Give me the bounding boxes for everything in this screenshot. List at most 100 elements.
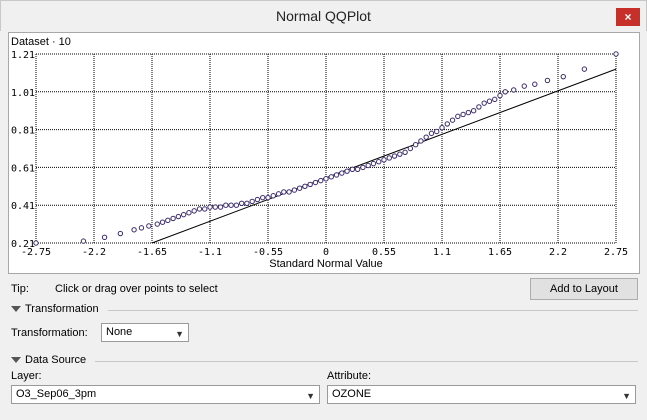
data-point [117, 230, 124, 237]
data-source-section-header[interactable]: Data Source [11, 354, 86, 368]
data-point [360, 164, 366, 171]
x-tick-label: 0.55 [372, 247, 396, 258]
window-title: Normal QQPlot [276, 8, 371, 24]
data-point [481, 100, 487, 106]
data-point [370, 160, 377, 167]
data-point [281, 189, 287, 195]
add-to-layout-button[interactable]: Add to Layout [530, 278, 638, 300]
data-point [449, 117, 456, 123]
data-source-section-label: Data Source [25, 354, 87, 366]
x-tick-label: 1.1 [433, 247, 451, 258]
data-point [497, 92, 503, 99]
data-point [207, 204, 213, 210]
data-point [455, 113, 461, 120]
x-axis-label: Standard Normal Value [269, 258, 383, 270]
transformation-section-label: Transformation [25, 303, 99, 315]
data-point [291, 187, 298, 193]
transformation-select[interactable]: None ▼ [101, 323, 189, 342]
data-point [428, 130, 435, 137]
data-point [444, 121, 450, 127]
data-point [323, 176, 329, 182]
data-point [154, 221, 160, 227]
data-point [521, 83, 527, 89]
y-tick-label: 0.81 [11, 126, 35, 137]
attribute-label: Attribute: [327, 370, 372, 382]
data-point [146, 223, 152, 229]
data-point [233, 202, 240, 208]
chart-title: Dataset · 10 [11, 36, 71, 48]
data-point [465, 109, 472, 116]
data-point [532, 81, 538, 87]
attribute-select[interactable]: OZONE ▼ [327, 385, 636, 404]
data-point [175, 213, 182, 220]
section-divider [95, 361, 638, 362]
x-tick-label: -1.1 [198, 247, 222, 258]
data-point [296, 185, 303, 191]
collapse-triangle-icon [11, 306, 21, 313]
data-point [544, 77, 551, 84]
qq-plot-panel[interactable]: Dataset · 10 -2.75 -2.2 -1.65 -1.1 -0.55 0 0.5… [8, 32, 640, 274]
data-point [228, 202, 234, 208]
title-bar: Normal QQPlot × [0, 0, 647, 31]
data-point [254, 196, 261, 203]
data-point [159, 219, 166, 225]
layer-value: O3_Sep06_3pm [16, 388, 97, 400]
x-tick-label: -2.2 [82, 247, 106, 258]
tip-text: Click or drag over points to select [55, 283, 218, 295]
data-point [101, 234, 108, 241]
data-point [275, 191, 282, 197]
data-point [202, 206, 208, 212]
x-tick-label: 2.75 [604, 247, 628, 258]
transformation-section-header[interactable]: Transformation [11, 303, 99, 317]
data-point [386, 155, 392, 161]
data-point [186, 210, 192, 216]
data-point [223, 202, 229, 208]
data-point [249, 198, 255, 205]
y-tick-label: 1.21 [11, 50, 35, 61]
chevron-down-icon: ▼ [306, 391, 315, 401]
data-point [354, 166, 361, 172]
data-point [312, 179, 319, 186]
qq-plot[interactable]: -2.75 -2.2 -1.65 -1.1 -0.55 0 0.55 1.1 1.65 2.2 2.… [9, 33, 639, 273]
chevron-down-icon: ▼ [622, 391, 631, 401]
x-tick-label: -0.55 [253, 247, 283, 258]
data-point [170, 215, 176, 222]
x-tick-label: 2.2 [549, 247, 567, 258]
data-point [402, 149, 408, 155]
x-tick-label: -1.65 [137, 247, 167, 258]
data-point [344, 168, 350, 174]
data-point [418, 138, 424, 144]
data-point [165, 217, 171, 224]
data-point [511, 87, 517, 93]
data-point [138, 225, 145, 231]
data-point [265, 194, 271, 201]
data-point [180, 211, 187, 218]
data-point [492, 96, 498, 103]
data-point [613, 51, 619, 57]
data-point [244, 200, 250, 207]
y-tick-label: 1.01 [11, 88, 35, 99]
transformation-label: Transformation: [11, 327, 88, 339]
data-point [302, 183, 308, 190]
data-point [407, 145, 414, 152]
data-point [381, 157, 387, 163]
chevron-down-icon: ▼ [175, 329, 184, 339]
data-point [376, 159, 382, 165]
data-point [412, 142, 419, 148]
data-point [434, 128, 440, 135]
layer-label: Layer: [11, 370, 42, 382]
data-point [238, 200, 245, 207]
data-point [307, 181, 313, 188]
data-point [460, 111, 466, 118]
data-point [397, 151, 403, 157]
layer-select[interactable]: O3_Sep06_3pm ▼ [11, 385, 320, 404]
data-point [423, 134, 429, 140]
data-point [365, 162, 371, 169]
data-point [328, 174, 334, 180]
data-point [581, 66, 588, 72]
data-point [560, 73, 566, 80]
data-point [260, 194, 266, 201]
transformation-value: None [106, 326, 133, 338]
reference-line [151, 68, 617, 244]
close-button[interactable]: × [616, 8, 640, 26]
